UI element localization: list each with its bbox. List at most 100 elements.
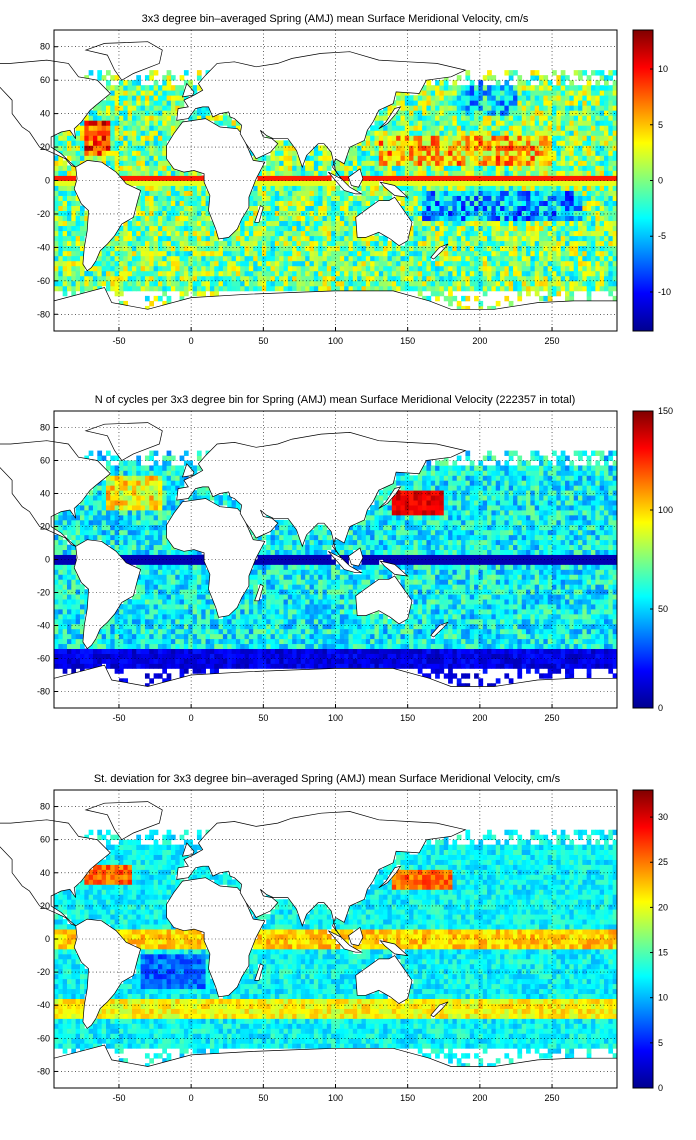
heatmap-cell <box>162 140 167 146</box>
heatmap-cell <box>58 190 64 196</box>
heatmap-cell <box>604 75 609 81</box>
heatmap-cell <box>235 245 241 252</box>
heatmap-cell <box>569 200 575 206</box>
heatmap-cell <box>413 653 419 659</box>
heatmap-cell <box>586 95 592 101</box>
heatmap-cell <box>136 215 142 222</box>
heatmap-cell <box>435 215 440 222</box>
heatmap-cell <box>162 180 167 186</box>
heatmap-cell <box>500 95 505 101</box>
heatmap-cell <box>435 295 440 302</box>
heatmap-cell <box>413 210 419 217</box>
heatmap-cell <box>608 240 614 247</box>
heatmap-cell <box>318 648 323 654</box>
heatmap-cell <box>517 200 523 206</box>
heatmap-cell <box>422 160 427 166</box>
heatmap-cell <box>461 190 466 196</box>
heatmap-cell <box>608 90 614 96</box>
heatmap-cell <box>370 270 375 277</box>
heatmap-cell <box>556 240 562 247</box>
heatmap-cell <box>136 648 142 654</box>
heatmap-cell <box>175 270 180 277</box>
heatmap-cell <box>508 130 514 136</box>
heatmap-cell <box>396 155 401 161</box>
heatmap-cell <box>478 678 484 684</box>
heatmap-cell <box>97 250 103 257</box>
heatmap-cell <box>404 185 410 191</box>
heatmap-cell <box>383 245 388 252</box>
heatmap-cell <box>591 160 596 166</box>
heatmap-cell <box>517 155 523 161</box>
heatmap-cell <box>58 260 64 267</box>
heatmap-cell <box>240 250 245 257</box>
heatmap-cell <box>404 95 410 101</box>
heatmap-cell <box>140 130 146 136</box>
heatmap-cell <box>162 155 167 161</box>
heatmap-cell <box>578 225 583 232</box>
heatmap-cell <box>547 165 553 171</box>
heatmap-cell <box>175 190 180 196</box>
heatmap-cell <box>435 235 440 242</box>
heatmap-cell <box>396 648 401 654</box>
heatmap-cell <box>443 250 449 257</box>
heatmap-cell <box>443 270 449 277</box>
heatmap-cell <box>383 658 388 664</box>
heatmap-cell <box>131 90 137 96</box>
heatmap-cell <box>456 305 462 312</box>
heatmap-cell <box>396 100 401 106</box>
heatmap-cell <box>487 145 492 151</box>
heatmap-cell <box>552 140 557 146</box>
heatmap-cell <box>556 115 562 121</box>
heatmap-cell <box>370 235 375 242</box>
heatmap-cell <box>365 658 371 664</box>
heatmap-cell <box>608 145 614 151</box>
heatmap-cell <box>283 240 289 247</box>
heatmap-cell <box>534 285 540 292</box>
heatmap-cell <box>309 215 315 222</box>
heatmap-cell <box>534 190 540 196</box>
heatmap-cell <box>136 658 142 664</box>
heatmap-cell <box>586 250 592 257</box>
heatmap-cell <box>162 658 167 664</box>
heatmap-cell <box>465 250 471 257</box>
heatmap-cell <box>62 205 68 211</box>
heatmap-cell <box>391 255 397 262</box>
heatmap-cell <box>517 160 523 166</box>
heatmap-cell <box>400 170 406 176</box>
heatmap-cell <box>283 280 289 287</box>
heatmap-cell <box>573 240 579 247</box>
heatmap-cell <box>604 140 609 146</box>
heatmap-cell <box>227 260 232 267</box>
heatmap-cell <box>530 190 536 196</box>
heatmap-cell <box>543 95 549 101</box>
heatmap-cell <box>582 653 588 659</box>
heatmap-cell <box>66 185 72 191</box>
heatmap-cell <box>599 160 605 166</box>
heatmap-cell <box>365 185 371 191</box>
heatmap-cell <box>560 240 566 247</box>
heatmap-cell <box>66 270 72 277</box>
heatmap-cell <box>352 250 358 257</box>
heatmap-cell <box>101 265 107 272</box>
heatmap-cell <box>196 220 202 227</box>
heatmap-cell <box>136 225 142 232</box>
heatmap-cell <box>274 170 280 176</box>
heatmap-cell <box>517 180 523 186</box>
heatmap-cell <box>400 160 406 166</box>
heatmap-cell <box>582 215 588 222</box>
heatmap-cell <box>495 220 501 227</box>
heatmap-cell <box>162 648 167 654</box>
heatmap-cell <box>313 170 319 176</box>
heatmap-cell <box>443 135 449 141</box>
heatmap-cell <box>591 658 596 664</box>
panel-title: 3x3 degree bin–averaged Spring (AMJ) mea… <box>142 13 529 25</box>
heatmap-cell <box>404 135 410 141</box>
heatmap-cell <box>604 658 609 664</box>
heatmap-cell <box>149 210 155 217</box>
heatmap-cell <box>500 225 505 232</box>
heatmap-cell <box>253 240 258 247</box>
heatmap-cell <box>469 170 475 176</box>
heatmap-cell <box>136 130 142 136</box>
heatmap-cell <box>279 245 284 252</box>
heatmap-cell <box>274 280 280 287</box>
